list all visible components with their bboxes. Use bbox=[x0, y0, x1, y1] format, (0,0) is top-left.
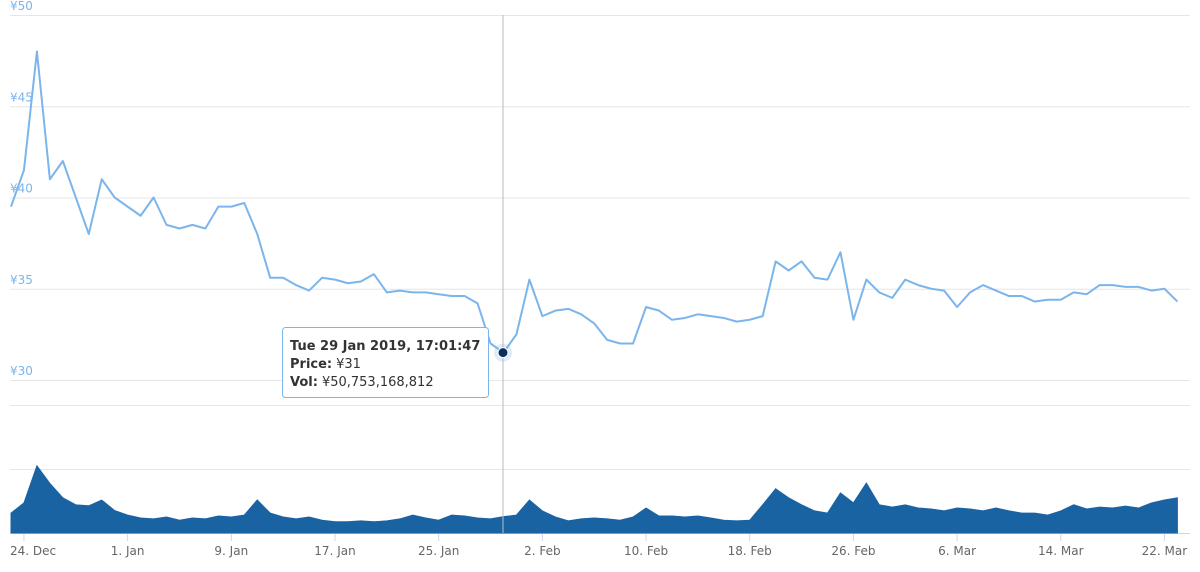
y-tick-label: ¥40 bbox=[10, 182, 33, 196]
overlay bbox=[494, 343, 512, 362]
x-tick-label: 26. Feb bbox=[831, 544, 875, 558]
tooltip: Tue 29 Jan 2019, 17:01:47 Price: ¥31 Vol:… bbox=[282, 327, 489, 398]
tooltip-date: Tue 29 Jan 2019, 17:01:47 bbox=[290, 339, 480, 354]
tooltip-price: Price: ¥31 bbox=[290, 357, 361, 372]
x-tick-label: 6. Mar bbox=[938, 544, 976, 558]
tooltip-price-value: ¥31 bbox=[336, 357, 361, 372]
x-tick-label: 18. Feb bbox=[728, 544, 772, 558]
tooltip-vol: Vol: ¥50,753,168,812 bbox=[290, 375, 434, 390]
x-tick-label: 24. Dec bbox=[10, 544, 56, 558]
y-tick-label: ¥35 bbox=[10, 273, 33, 287]
y-tick-label: ¥45 bbox=[10, 90, 33, 104]
volume-area bbox=[10, 464, 1178, 534]
x-tick-label: 17. Jan bbox=[314, 544, 355, 558]
price-line bbox=[10, 50, 1179, 354]
y-tick-label: ¥30 bbox=[10, 364, 33, 378]
x-tick-label: 10. Feb bbox=[624, 544, 668, 558]
tooltip-price-label: Price: bbox=[290, 357, 332, 372]
tooltip-vol-value: ¥50,753,168,812 bbox=[322, 375, 434, 390]
grid: ¥30 ¥35 ¥40 ¥45 ¥50 24. Dec 1. Jan 9. Jan 17. Ja… bbox=[10, 0, 1190, 558]
x-tick-label: 9. Jan bbox=[214, 544, 248, 558]
x-tick-label: 14. Mar bbox=[1038, 544, 1084, 558]
hover-marker bbox=[497, 347, 509, 359]
x-tick-label: 1. Jan bbox=[111, 544, 145, 558]
x-tick-label: 22. Mar bbox=[1142, 544, 1188, 558]
y-tick-label: ¥50 bbox=[10, 0, 33, 13]
tooltip-vol-label: Vol: bbox=[290, 375, 318, 390]
x-tick-label: 25. Jan bbox=[418, 544, 459, 558]
marks bbox=[10, 50, 1179, 534]
x-tick-label: 2. Feb bbox=[524, 544, 561, 558]
tooltip-box bbox=[282, 327, 489, 398]
